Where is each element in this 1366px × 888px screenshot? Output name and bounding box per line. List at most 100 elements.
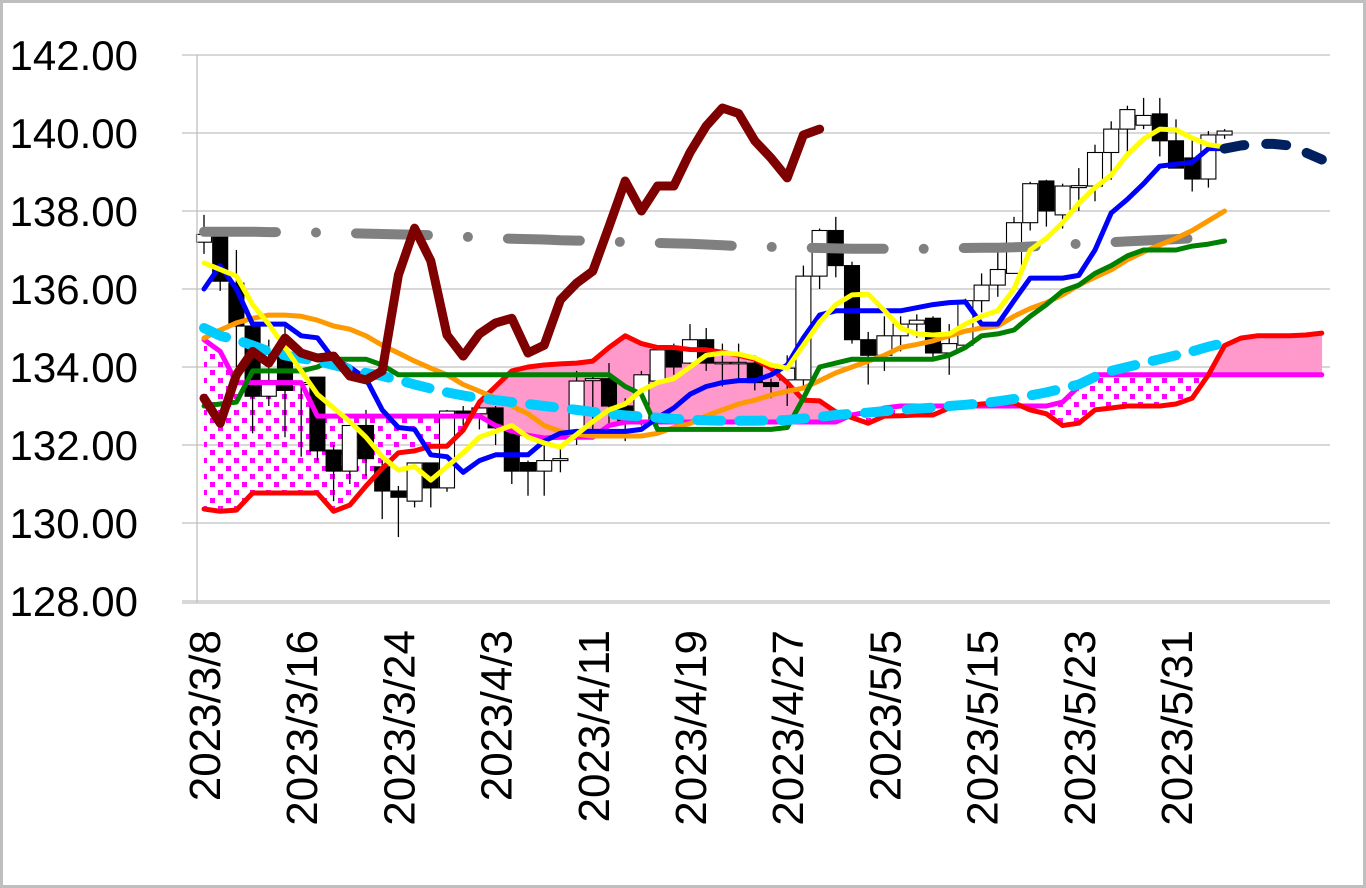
- cloud-segment-bearish: [398, 416, 415, 453]
- x-axis-labels: 2023/3/8 2023/3/16 2023/3/24 2023/4/3 2023/4…: [181, 630, 1202, 826]
- candle-body-up: [1216, 130, 1233, 136]
- x-tick-label: 2023/5/15: [959, 630, 1008, 826]
- candle: [649, 347, 666, 383]
- candle-body-up: [552, 458, 569, 462]
- candle-body-down: [455, 410, 472, 415]
- cloud-segment-bullish: [1256, 335, 1274, 376]
- series-line-kijun: [201, 238, 1228, 432]
- cloud-segment-bullish: [1240, 335, 1258, 376]
- series-line-chikou: [199, 103, 825, 428]
- candle: [228, 250, 245, 367]
- x-tick-label: 2023/5/5: [861, 630, 910, 801]
- candles: [195, 97, 1233, 538]
- candle-body-down: [276, 356, 294, 391]
- y-tick-label: 130.00: [10, 500, 138, 547]
- y-tick-label: 136.00: [10, 266, 138, 313]
- y-tick-label: 140.00: [10, 110, 138, 157]
- y-tick-label: 138.00: [10, 188, 138, 235]
- y-tick-label: 142.00: [10, 32, 138, 79]
- candle: [341, 424, 358, 484]
- candle: [503, 429, 520, 484]
- candle-body-down: [665, 349, 682, 368]
- candle-body-down: [325, 449, 342, 472]
- candle-body-down: [600, 378, 618, 407]
- candle: [536, 437, 553, 496]
- candle: [1216, 129, 1233, 139]
- candle: [212, 230, 229, 291]
- candle: [973, 273, 990, 313]
- candle: [390, 485, 407, 538]
- x-tick-label: 2023/5/23: [1056, 630, 1105, 826]
- x-tick-label: 2023/4/27: [764, 630, 813, 826]
- series-line-ma-short: [201, 126, 1228, 483]
- cloud-segment-bearish: [1095, 374, 1112, 410]
- candle-body-up: [1135, 114, 1152, 126]
- axes: [182, 55, 1330, 604]
- candle-body-up: [536, 460, 553, 472]
- x-tick-label: 2023/4/11: [570, 630, 619, 822]
- candle: [1135, 97, 1152, 130]
- candle: [552, 445, 569, 473]
- candle: [325, 445, 342, 502]
- cloud-segment-bearish: [1159, 374, 1176, 406]
- candle: [1167, 119, 1185, 169]
- candle: [1038, 179, 1055, 227]
- candle-body-down: [860, 339, 877, 356]
- candle-body-up: [649, 349, 666, 382]
- x-tick-label: 2023/3/8: [181, 630, 230, 801]
- candle-body-down: [1038, 180, 1055, 212]
- candle: [519, 460, 537, 496]
- candle-body-up: [341, 424, 358, 472]
- cloud-segment-bearish: [236, 382, 253, 511]
- cloud-segment-bearish: [204, 339, 221, 512]
- cloud-segment-bearish: [1062, 386, 1079, 426]
- candle: [811, 228, 828, 289]
- y-tick-label: 134.00: [10, 344, 138, 391]
- candle-body-down: [762, 382, 780, 388]
- y-axis-labels: 142.00 140.00 138.00 136.00 134.00 132.00 130.…: [10, 32, 138, 625]
- x-tick-label: 2023/4/19: [667, 630, 716, 826]
- candle-body-up: [1022, 183, 1039, 224]
- candle-body-up: [584, 378, 601, 382]
- candle-body-up: [730, 361, 747, 365]
- y-tick-label: 132.00: [10, 422, 138, 469]
- candle: [1022, 181, 1039, 231]
- candle-body-up: [811, 229, 828, 277]
- cloud-segment-bearish: [414, 416, 431, 451]
- candle-body-down: [843, 265, 861, 341]
- cloud-segment-bearish: [1111, 374, 1128, 408]
- series-line-ma-very-long: [199, 226, 1214, 254]
- cloud-segment-bearish: [1127, 374, 1144, 406]
- candle-body-up: [714, 361, 731, 365]
- cloud-segment-bearish: [1176, 374, 1193, 405]
- series-line-tenkan: [201, 146, 1228, 475]
- x-tick-label: 2023/4/3: [473, 630, 522, 801]
- candle-body-down: [519, 461, 537, 472]
- cloud-segment-bearish: [1143, 374, 1160, 406]
- candle-body-up: [989, 268, 1006, 286]
- cloud-segment-bearish: [252, 382, 269, 493]
- candle-body-up: [1070, 185, 1087, 189]
- ichimoku-cloud: [204, 332, 1323, 512]
- x-tick-label: 2023/3/24: [375, 630, 424, 826]
- candle-body-up: [1054, 185, 1071, 216]
- y-tick-label: 128.00: [10, 578, 138, 625]
- cloud-segment-bullish: [1272, 335, 1290, 376]
- cloud-segment-bullish: [1305, 332, 1323, 376]
- candle-body-up: [438, 410, 456, 489]
- cloud-segment-bearish: [285, 382, 302, 493]
- candle: [989, 250, 1006, 297]
- series-line-tenkan-forecast: [1219, 138, 1327, 165]
- candle: [1200, 131, 1217, 188]
- candle-body-up: [973, 284, 990, 302]
- cloud-segment-bearish: [268, 382, 285, 493]
- candle: [795, 265, 812, 387]
- x-tick-label: 2023/5/31: [1153, 630, 1202, 826]
- cloud-segment-bullish: [1289, 334, 1306, 376]
- indicator-lines: [199, 103, 1327, 514]
- candle: [422, 462, 439, 508]
- candle-body-up: [1103, 128, 1120, 154]
- candle-body-down: [390, 490, 407, 498]
- x-tick-label: 2023/3/16: [278, 630, 327, 826]
- candle: [1086, 144, 1104, 202]
